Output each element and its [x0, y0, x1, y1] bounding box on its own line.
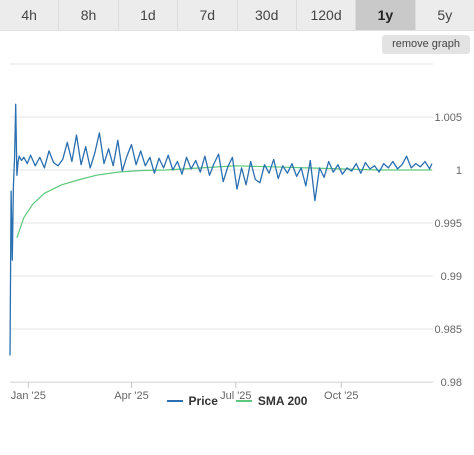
tab-8h[interactable]: 8h: [59, 0, 119, 30]
x-tick-label: Jul '25: [220, 390, 251, 402]
x-tick-label: Apr '25: [114, 390, 149, 402]
timeframe-tabs: 4h 8h 1d 7d 30d 120d 1y 5y: [0, 0, 474, 31]
y-tick-label: 1.005: [434, 112, 462, 124]
y-tick-label: 1: [456, 165, 462, 177]
tab-4h[interactable]: 4h: [0, 0, 60, 30]
y-tick-label: 0.99: [441, 271, 462, 283]
tab-1d[interactable]: 1d: [118, 0, 179, 30]
y-tick-label: 0.985: [434, 324, 462, 336]
y-tick-label: 0.995: [434, 218, 462, 230]
grid-lines: [10, 63, 433, 383]
tab-30d[interactable]: 30d: [237, 0, 297, 30]
tab-5y[interactable]: 5y: [415, 0, 474, 30]
tab-120d[interactable]: 120d: [296, 0, 357, 30]
legend-item-price[interactable]: Price: [166, 394, 218, 408]
legend-label-sma: SMA 200: [257, 394, 308, 408]
y-tick-label: 0.98: [441, 377, 462, 389]
x-axis: Jan '25 Apr '25 Jul '25 Oct '25: [10, 382, 433, 402]
series-lines: [9, 103, 433, 356]
chart-legend: Price SMA 200: [0, 392, 474, 410]
legend-label-price: Price: [188, 394, 218, 408]
legend-swatch-price: [166, 400, 183, 402]
y-axis: 0.98 0.985 0.99 0.995 1 1.005: [434, 112, 462, 389]
legend-item-sma[interactable]: SMA 200: [235, 394, 308, 408]
tab-1y[interactable]: 1y: [356, 0, 416, 30]
price-line: [9, 103, 433, 356]
x-tick-label: Oct '25: [324, 390, 359, 402]
remove-graph-button[interactable]: remove graph: [382, 35, 470, 54]
x-tick-label: Jan '25: [11, 390, 46, 402]
legend-swatch-sma: [235, 400, 252, 402]
tab-7d[interactable]: 7d: [178, 0, 238, 30]
